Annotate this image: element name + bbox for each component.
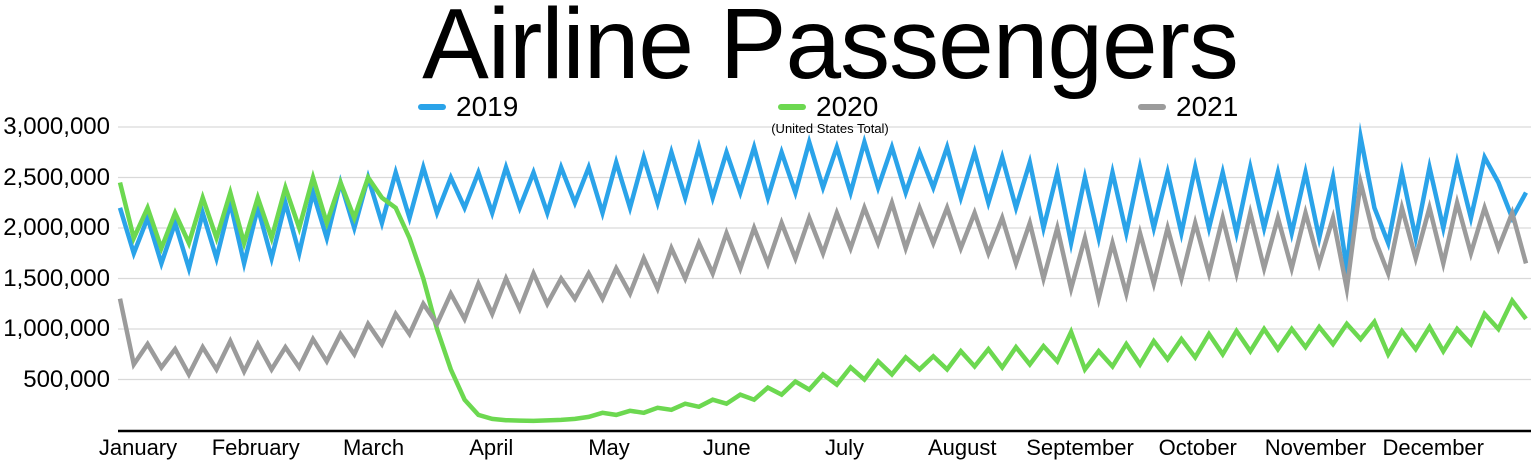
x-axis-label: July <box>824 435 865 460</box>
y-axis-label: 1,000,000 <box>3 315 110 342</box>
y-axis-label: 3,000,000 <box>3 113 110 140</box>
y-axis-label: 500,000 <box>23 365 110 393</box>
chart-subtitle: (United States Total) <box>771 121 889 136</box>
x-axis-label: April <box>469 435 514 460</box>
legend-swatch-2020-icon <box>778 104 806 110</box>
series-line-2021 <box>117 170 1529 380</box>
x-axis-label: December <box>1382 435 1484 460</box>
legend-label-2020: 2020 <box>816 91 879 122</box>
x-axis-label: May <box>588 435 630 460</box>
x-axis-label: March <box>342 435 405 460</box>
legend-item-2019: 2019 <box>418 93 518 121</box>
y-axis-label: 1,500,000 <box>3 264 110 292</box>
legend-label-2021: 2021 <box>1176 91 1239 122</box>
legend-item-2021: 2021 <box>1138 93 1238 121</box>
legend-label-2019: 2019 <box>456 91 519 122</box>
x-axis-label: June <box>702 435 751 460</box>
y-axis-label: 2,500,000 <box>3 163 110 191</box>
legend-swatch-2021-icon <box>1138 104 1166 110</box>
legend-item-2020: 2020 <box>778 93 878 121</box>
x-axis-label: September <box>1026 435 1134 460</box>
x-axis-label: August <box>928 435 997 460</box>
x-axis-label: October <box>1158 435 1237 460</box>
legend-swatch-2019-icon <box>418 104 446 110</box>
y-axis-label: 2,000,000 <box>3 214 110 241</box>
chart-title: Airline Passengers <box>422 0 1239 100</box>
series-line-2020 <box>117 169 1528 424</box>
x-axis-label: January <box>98 435 178 460</box>
x-axis-label: February <box>211 435 300 460</box>
x-axis-label: November <box>1264 435 1367 460</box>
series-line-2019 <box>117 121 1528 287</box>
